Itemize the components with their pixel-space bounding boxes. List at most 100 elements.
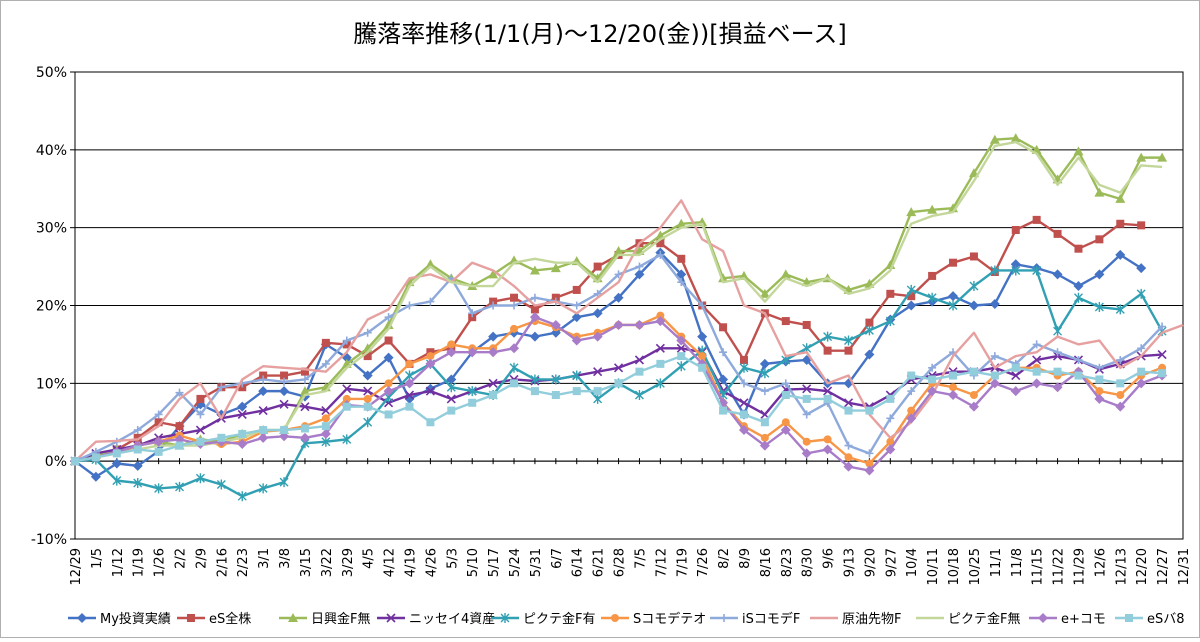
y-tick-label: 50% [36,65,67,81]
data-point [320,428,331,439]
data-point [1032,340,1041,349]
legend-item: 日興金F無 [279,611,370,627]
data-point [823,435,832,444]
data-point [1116,355,1125,364]
x-tick-label: 9/13 [843,548,858,577]
data-point [342,336,351,345]
data-point [446,374,457,385]
legend-item: ピクテ金F有 [491,611,595,627]
legend-item: e+コモ [1029,612,1106,627]
data-point [1074,371,1083,380]
data-point [823,331,833,342]
x-tick-label: 3/8 [278,548,293,569]
data-point [1032,215,1041,224]
legend-marker [500,613,510,623]
data-point [175,388,184,397]
data-point [384,379,393,388]
data-point [572,301,581,310]
data-point [196,410,205,419]
data-point [969,391,978,400]
data-point [342,434,352,445]
y-tick-label: 30% [36,221,67,237]
data-point [719,323,728,332]
x-tick-label: 6/14 [571,548,586,577]
legend-item: eS全株 [177,611,251,627]
data-point [259,375,268,384]
data-point [404,390,415,400]
x-tick-label: 3/15 [299,548,314,577]
data-point [927,292,937,303]
series-1 [70,247,1147,482]
data-point [551,391,560,400]
data-point [759,440,770,451]
data-point [844,453,853,462]
data-point [1116,379,1125,388]
data-point [363,402,372,411]
data-point [614,270,623,279]
data-point [656,239,665,248]
legend-label: eS全株 [209,611,251,627]
data-point [969,252,978,261]
legend-label: iSコモデF [742,611,800,627]
data-point [550,319,561,330]
data-point [426,418,435,427]
data-point [300,424,309,433]
x-tick-label: 4/26 [424,548,439,577]
data-point [446,347,457,358]
data-point [780,425,791,436]
data-point [1011,370,1021,381]
data-point [1136,288,1146,299]
x-tick-label: 2/2 [174,548,189,569]
data-point [781,418,790,427]
data-point [677,254,686,263]
legend-item: iSコモデF [710,611,800,627]
x-tick-label: 11/15 [1031,548,1046,585]
data-point [175,441,184,450]
data-point [112,449,121,458]
data-point [426,352,435,361]
data-point [823,394,832,403]
data-point [634,390,644,401]
data-point [279,477,289,488]
data-point [446,382,456,393]
data-point [321,338,330,347]
data-point [1136,263,1147,274]
data-point [280,377,289,386]
data-point [634,355,645,365]
data-point [1157,152,1168,162]
data-point [802,437,811,446]
data-point [739,398,749,408]
data-point [489,391,498,400]
data-point [529,265,540,275]
data-point [948,291,959,302]
data-point [697,331,708,342]
data-point [781,391,790,400]
data-point [383,352,394,363]
data-point [676,343,686,353]
data-point [843,461,854,472]
data-point [886,289,895,298]
legend-item: eSバ8 [1115,612,1185,627]
data-point [550,263,561,273]
data-point [259,426,268,435]
data-point [698,363,707,372]
data-point [154,483,164,494]
data-point [802,410,811,419]
data-point [280,426,289,435]
data-point [907,387,916,396]
data-point [928,271,937,280]
data-point [676,361,686,372]
data-point [321,359,330,368]
x-tick-label: 11/8 [1010,548,1025,577]
data-point [968,401,979,412]
data-point [1073,292,1083,303]
series-line [74,140,1163,463]
data-point [592,331,603,342]
data-point [237,409,247,420]
data-point [989,298,1000,309]
data-point [321,406,331,416]
data-point [467,386,477,397]
data-point [111,458,122,469]
x-tick-label: 12/13 [1114,548,1129,585]
data-point [1094,269,1105,280]
